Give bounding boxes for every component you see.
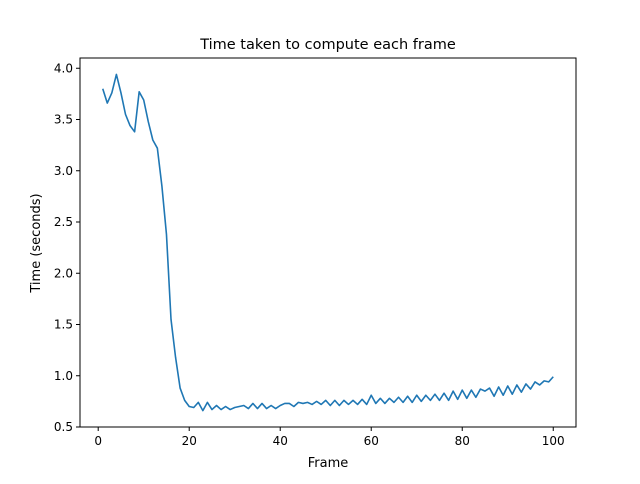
x-axis-label: Frame (308, 456, 349, 471)
x-tick-label: 20 (182, 434, 197, 448)
x-tick-label: 0 (94, 434, 102, 448)
y-tick-label: 2.5 (54, 215, 73, 229)
y-axis-label: Time (seconds) (29, 193, 44, 293)
y-tick-label: 1.5 (54, 318, 73, 332)
x-tick-label: 60 (364, 434, 379, 448)
y-tick-label: 3.5 (54, 113, 73, 127)
series-line (101, 73, 554, 412)
x-tick-label: 80 (455, 434, 470, 448)
x-tick-label: 40 (273, 434, 288, 448)
axes-frame (79, 57, 577, 428)
plot-area: 0 20 40 60 80 100 0.5 1.0 1.5 2.0 2.5 3.0 3.5 4.0 (54, 61, 565, 448)
y-tick-label: 3.0 (54, 164, 73, 178)
y-tick-label: 4.0 (54, 61, 73, 75)
y-tick-label: 1.0 (54, 369, 73, 383)
chart-title: Time taken to compute each frame (199, 37, 456, 53)
x-tick-label: 100 (542, 434, 565, 448)
y-tick-label: 2.0 (54, 266, 73, 280)
y-tick-label: 0.5 (54, 420, 73, 434)
